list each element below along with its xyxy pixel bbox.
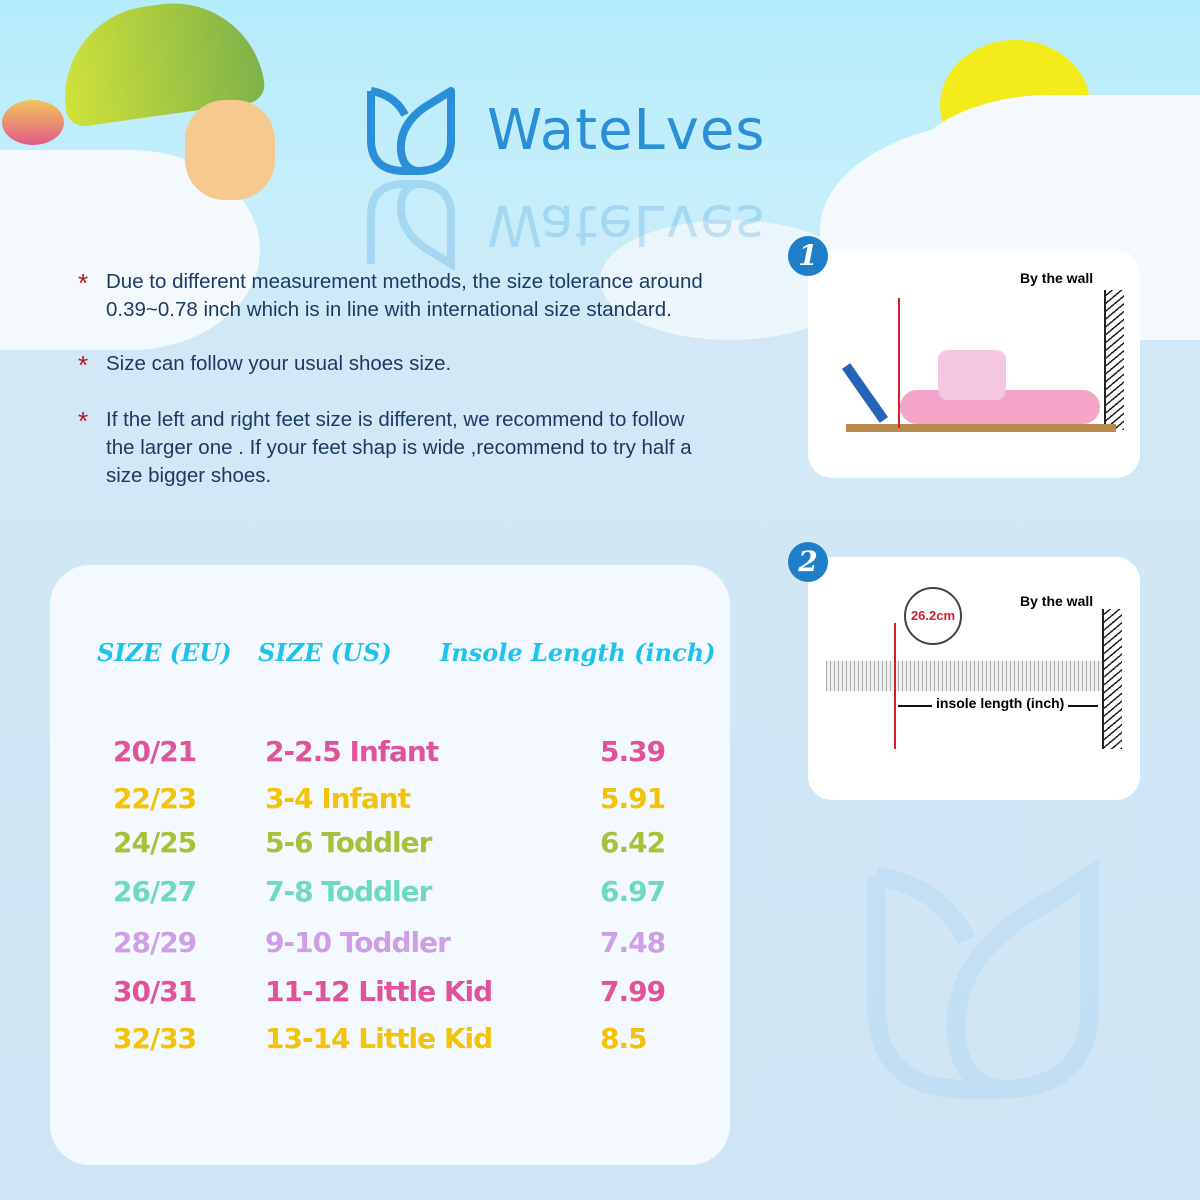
brand-logo: WateLves (365, 85, 765, 175)
insole-length: 5.39 (600, 735, 666, 768)
header-size-us: SIZE (US) (258, 638, 392, 667)
header-size-eu: SIZE (EU) (97, 638, 232, 667)
size-us: 3-4 Infant (265, 782, 411, 815)
insole-length: 5.91 (600, 782, 666, 815)
wall-label: By the wall (1020, 593, 1094, 609)
size-notes: * Due to different measurement methods, t… (78, 268, 708, 516)
cloud (900, 95, 1200, 275)
wall-label: By the wall (1020, 270, 1094, 286)
note-item: * If the left and right feet size is diff… (78, 406, 692, 487)
measure-label: insole length (inch) (932, 695, 1069, 711)
step-1-badge: 1 (788, 236, 828, 276)
size-us: 7-8 Toddler (265, 875, 432, 908)
size-row: 26/27 7-8 Toddler 6.97 (0, 875, 700, 915)
brand-name: WateLves (487, 97, 766, 163)
brand-logo-reflection: WateLves (365, 180, 765, 270)
marker-line (898, 298, 900, 428)
size-row: 24/25 5-6 Toddler 6.42 (0, 826, 700, 866)
size-us: 11-12 Little Kid (265, 975, 493, 1008)
insole-length: 7.99 (600, 975, 666, 1008)
balloon-illustration (2, 100, 64, 145)
wall-icon (1104, 290, 1124, 430)
pencil-icon (841, 363, 889, 423)
watermark-logo-icon (867, 860, 1099, 1099)
note-item: * Size can follow your usual shoes size. (78, 350, 452, 380)
size-row: 30/31 11-12 Little Kid 7.99 (0, 975, 700, 1015)
wall-icon (1102, 609, 1122, 749)
size-eu: 22/23 (113, 782, 197, 815)
header-insole-length: Insole Length (inch) (440, 638, 716, 667)
size-us: 13-14 Little Kid (265, 1022, 493, 1055)
step-2-card: By the wall 26.2cm insole length (inch) (808, 557, 1140, 800)
size-row: 28/29 9-10 Toddler 7.48 (0, 926, 700, 966)
size-us: 5-6 Toddler (265, 826, 432, 859)
marker-line (894, 623, 896, 749)
ruler (826, 661, 1102, 691)
logo-icon (367, 87, 455, 175)
size-row: 32/33 13-14 Little Kid 8.5 (0, 1022, 700, 1062)
size-eu: 20/21 (113, 735, 197, 768)
size-row: 20/21 2-2.5 Infant 5.39 (0, 735, 700, 775)
insole-length: 6.97 (600, 875, 666, 908)
size-eu: 24/25 (113, 826, 197, 859)
size-eu: 32/33 (113, 1022, 197, 1055)
size-us: 2-2.5 Infant (265, 735, 439, 768)
size-eu: 26/27 (113, 875, 197, 908)
step-2-badge: 2 (788, 542, 828, 582)
step-1-card: By the wall (808, 250, 1140, 478)
insole-length: 8.5 (600, 1022, 648, 1055)
kid-illustration (185, 100, 275, 200)
slipper-strap (938, 350, 1006, 400)
size-row: 22/23 3-4 Infant 5.91 (0, 782, 700, 822)
measurement-reading: 26.2cm (904, 587, 962, 645)
floor (846, 424, 1116, 432)
size-us: 9-10 Toddler (265, 926, 451, 959)
size-table-card (50, 565, 730, 1165)
size-eu: 30/31 (113, 975, 197, 1008)
insole-length: 7.48 (600, 926, 666, 959)
insole-length: 6.42 (600, 826, 666, 859)
size-eu: 28/29 (113, 926, 197, 959)
note-item: * Due to different measurement methods, t… (78, 268, 703, 321)
